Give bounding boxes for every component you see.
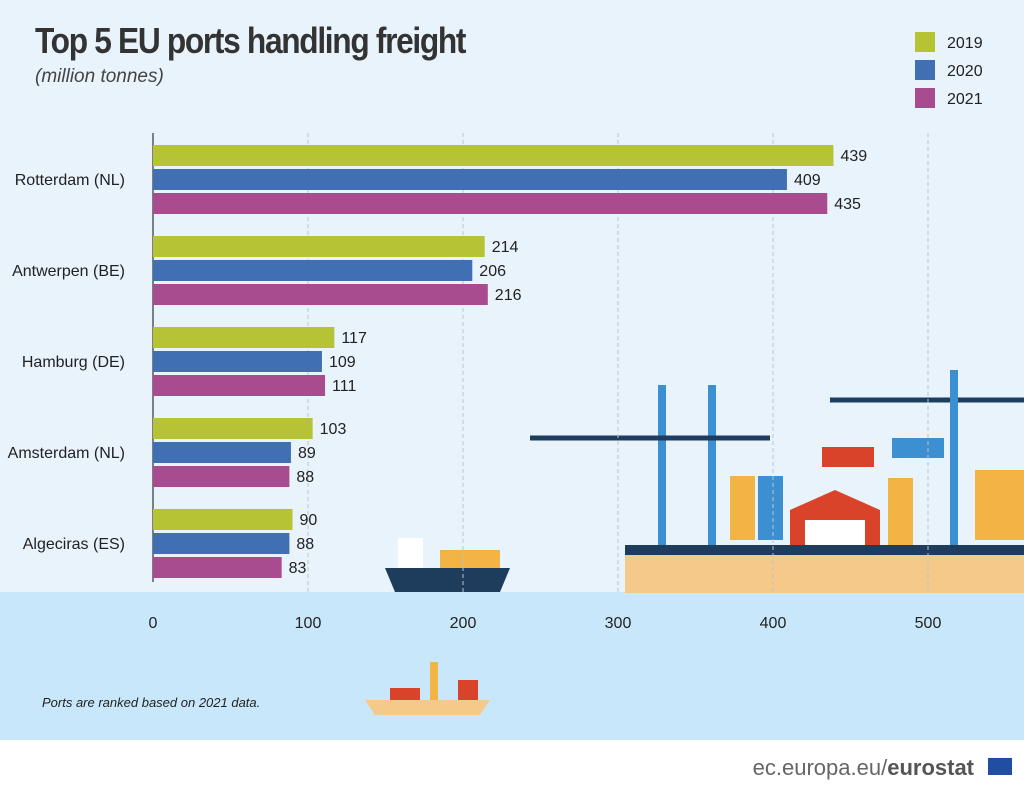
bar xyxy=(153,260,473,281)
x-tick-label: 400 xyxy=(760,615,787,632)
bar xyxy=(153,442,291,463)
x-tick-label: 0 xyxy=(149,615,158,632)
bar xyxy=(153,145,834,166)
data-label: 90 xyxy=(300,512,318,529)
bar xyxy=(153,375,326,396)
bar xyxy=(153,351,322,372)
legend-swatch xyxy=(915,88,935,108)
data-label: 103 xyxy=(320,421,347,438)
category-label: Algeciras (ES) xyxy=(23,536,125,553)
data-label: 88 xyxy=(296,469,314,486)
ship-icon-2 xyxy=(365,700,490,715)
data-label: 214 xyxy=(492,239,519,256)
data-label: 111 xyxy=(332,378,356,395)
bar xyxy=(153,193,828,214)
bar xyxy=(153,284,488,305)
legend-swatch xyxy=(915,32,935,52)
data-label: 89 xyxy=(298,445,316,462)
x-tick-label: 100 xyxy=(295,615,322,632)
category-label: Amsterdam (NL) xyxy=(8,445,125,462)
bar xyxy=(153,418,313,439)
bar xyxy=(153,533,290,554)
chart-note: Ports are ranked based on 2021 data. xyxy=(42,695,261,710)
ship-icon xyxy=(385,568,510,592)
legend-label: 2021 xyxy=(947,91,983,108)
category-label: Antwerpen (BE) xyxy=(12,263,125,280)
data-label: 206 xyxy=(479,263,506,280)
bar xyxy=(153,169,787,190)
quay-edge xyxy=(625,545,1024,555)
category-label: Rotterdam (NL) xyxy=(15,172,125,189)
data-label: 83 xyxy=(289,560,307,577)
x-tick-label: 500 xyxy=(915,615,942,632)
x-tick-label: 200 xyxy=(450,615,477,632)
bar xyxy=(153,327,335,348)
bar xyxy=(153,466,290,487)
chart-subtitle: (million tonnes) xyxy=(35,66,164,87)
data-label: 409 xyxy=(794,172,821,189)
legend-swatch xyxy=(915,60,935,80)
legend-label: 2020 xyxy=(947,63,983,80)
category-label: Hamburg (DE) xyxy=(22,354,125,371)
footer-site: ec.europa.eu/ xyxy=(752,755,888,780)
data-label: 216 xyxy=(495,287,522,304)
data-label: 435 xyxy=(834,196,861,213)
data-label: 439 xyxy=(840,148,867,165)
data-label: 109 xyxy=(329,354,356,371)
legend-label: 2019 xyxy=(947,35,983,52)
eu-flag-icon xyxy=(988,758,1012,775)
footer-brand: eurostat xyxy=(887,755,974,780)
data-label: 88 xyxy=(296,536,314,553)
chart-title: Top 5 EU ports handling freight xyxy=(35,20,466,61)
bar xyxy=(153,236,485,257)
data-label: 117 xyxy=(341,330,367,347)
x-tick-label: 300 xyxy=(605,615,632,632)
water-illustration xyxy=(0,592,1024,740)
footer-url[interactable]: ec.europa.eu/eurostat xyxy=(753,755,974,781)
bar xyxy=(153,509,293,530)
crane-left xyxy=(658,385,666,545)
bar xyxy=(153,557,282,578)
